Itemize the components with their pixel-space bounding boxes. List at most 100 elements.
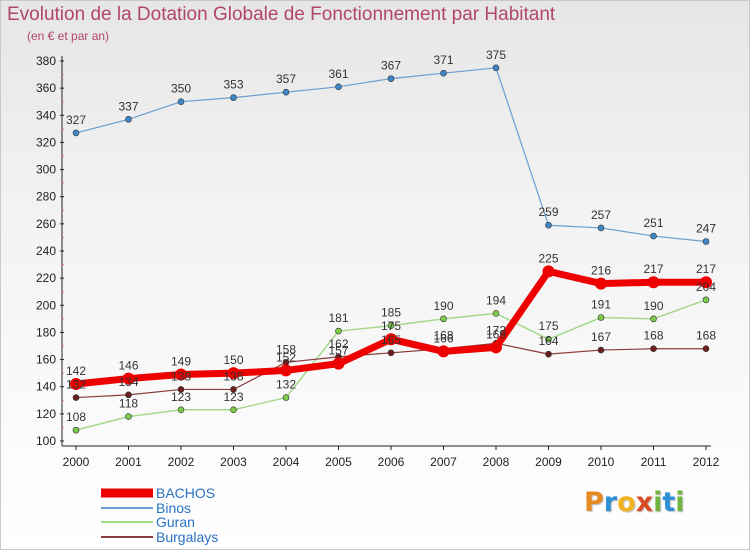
data-point-bachos — [647, 276, 660, 289]
data-label-binos: 371 — [433, 53, 453, 67]
data-point-burgalays — [72, 394, 80, 401]
data-point-guran — [387, 322, 395, 329]
y-tick-label: 280 — [36, 190, 56, 204]
data-label-bachos: 217 — [696, 262, 716, 276]
data-point-bachos — [542, 265, 555, 278]
data-point-guran — [492, 310, 500, 317]
data-point-bachos — [490, 341, 502, 354]
data-point-burgalays — [177, 386, 185, 393]
data-point-bachos — [122, 372, 135, 385]
legend-label: Burgalays — [156, 528, 219, 545]
data-point-binos — [230, 94, 237, 101]
data-point-bachos — [437, 345, 450, 358]
logo-letter: i — [653, 487, 663, 518]
data-point-burgalays — [125, 391, 132, 399]
data-point-guran — [597, 314, 605, 321]
data-point-bachos — [280, 364, 292, 377]
data-point-binos — [597, 224, 605, 232]
data-point-guran — [650, 315, 657, 323]
y-tick-label: 160 — [36, 353, 56, 367]
logo-letter: x — [635, 487, 654, 518]
logo-letter: P — [584, 487, 604, 518]
data-point-binos — [177, 98, 185, 106]
data-label-guran: 123 — [223, 390, 243, 404]
data-label-bachos: 225 — [538, 251, 558, 265]
data-label-binos: 375 — [486, 48, 506, 62]
y-tick-label: 360 — [36, 81, 56, 95]
data-label-bachos: 157 — [328, 344, 348, 358]
logo-letter: r — [603, 487, 618, 518]
data-label-binos: 251 — [643, 216, 663, 230]
data-point-binos — [335, 83, 342, 91]
data-label-binos: 350 — [171, 82, 191, 96]
data-label-guran: 191 — [591, 298, 611, 312]
logo-letter: o — [617, 487, 636, 518]
data-label-bachos: 216 — [591, 264, 611, 278]
data-label-guran: 118 — [119, 397, 138, 411]
y-tick-label: 180 — [36, 325, 56, 339]
data-label-guran: 190 — [433, 299, 453, 313]
y-tick-label: 120 — [36, 407, 56, 421]
data-label-bachos: 217 — [643, 262, 663, 276]
data-point-burgalays — [230, 386, 237, 393]
data-label-guran: 181 — [328, 311, 348, 325]
data-label-binos: 337 — [118, 99, 138, 113]
legend-swatch — [101, 521, 153, 524]
chart-title: Evolution de la Dotation Globale de Fonc… — [7, 4, 556, 25]
data-label-bachos: 150 — [223, 353, 243, 367]
x-tick-label: 2002 — [168, 455, 195, 469]
legend-label: BACHOS — [156, 485, 216, 501]
data-label-burgalays: 167 — [591, 330, 611, 344]
y-tick-label: 320 — [36, 135, 56, 149]
x-tick-label: 2008 — [483, 455, 510, 469]
x-tick-label: 2012 — [693, 455, 720, 469]
data-label-burgalays: 158 — [276, 342, 296, 356]
data-point-burgalays — [545, 350, 552, 358]
data-point-burgalays — [387, 349, 395, 357]
data-label-burgalays: 168 — [696, 329, 716, 343]
data-label-guran: 204 — [696, 280, 716, 294]
data-label-bachos: 166 — [433, 331, 453, 345]
data-point-burgalays — [597, 346, 605, 354]
data-label-bachos: 152 — [276, 350, 296, 364]
data-point-binos — [492, 64, 500, 72]
y-tick-label: 220 — [36, 271, 56, 285]
data-label-binos: 247 — [696, 222, 716, 236]
data-point-burgalays — [702, 345, 710, 353]
data-point-binos — [125, 116, 132, 123]
data-label-burgalays: 164 — [538, 334, 558, 348]
legend-swatch — [101, 535, 153, 538]
data-label-binos: 259 — [538, 205, 558, 219]
data-label-burgalays: 168 — [643, 329, 663, 343]
data-point-guran — [702, 296, 710, 304]
x-tick-label: 2000 — [63, 455, 90, 469]
data-point-bachos — [385, 333, 397, 346]
chart-subtitle: (en € et par an) — [27, 29, 110, 43]
data-point-binos — [702, 238, 710, 245]
data-point-guran — [177, 406, 185, 414]
x-tick-label: 2006 — [378, 455, 405, 469]
data-label-burgalays: 172 — [486, 323, 506, 337]
x-tick-label: 2001 — [115, 455, 142, 469]
y-tick-label: 260 — [36, 217, 56, 231]
data-label-binos: 353 — [223, 78, 243, 92]
data-point-bachos — [595, 277, 607, 290]
data-point-guran — [545, 335, 552, 343]
x-tick-label: 2011 — [641, 455, 667, 469]
proxiti-logo: Proxiti — [584, 487, 685, 518]
data-label-burgalays: 138 — [223, 369, 243, 383]
y-tick-label: 100 — [36, 434, 56, 448]
data-label-burgalays: 132 — [66, 378, 86, 392]
legend-swatch — [101, 506, 153, 509]
y-tick-label: 240 — [36, 244, 56, 258]
data-label-burgalays: 162 — [328, 337, 348, 351]
data-point-guran — [125, 413, 132, 420]
data-label-bachos: 169 — [486, 327, 506, 341]
legend-label: Binos — [156, 499, 192, 516]
data-label-guran: 123 — [171, 390, 191, 404]
data-label-bachos: 175 — [381, 319, 401, 333]
x-tick-label: 2007 — [430, 455, 457, 469]
data-point-guran — [440, 315, 447, 323]
legend-swatch — [101, 488, 153, 498]
